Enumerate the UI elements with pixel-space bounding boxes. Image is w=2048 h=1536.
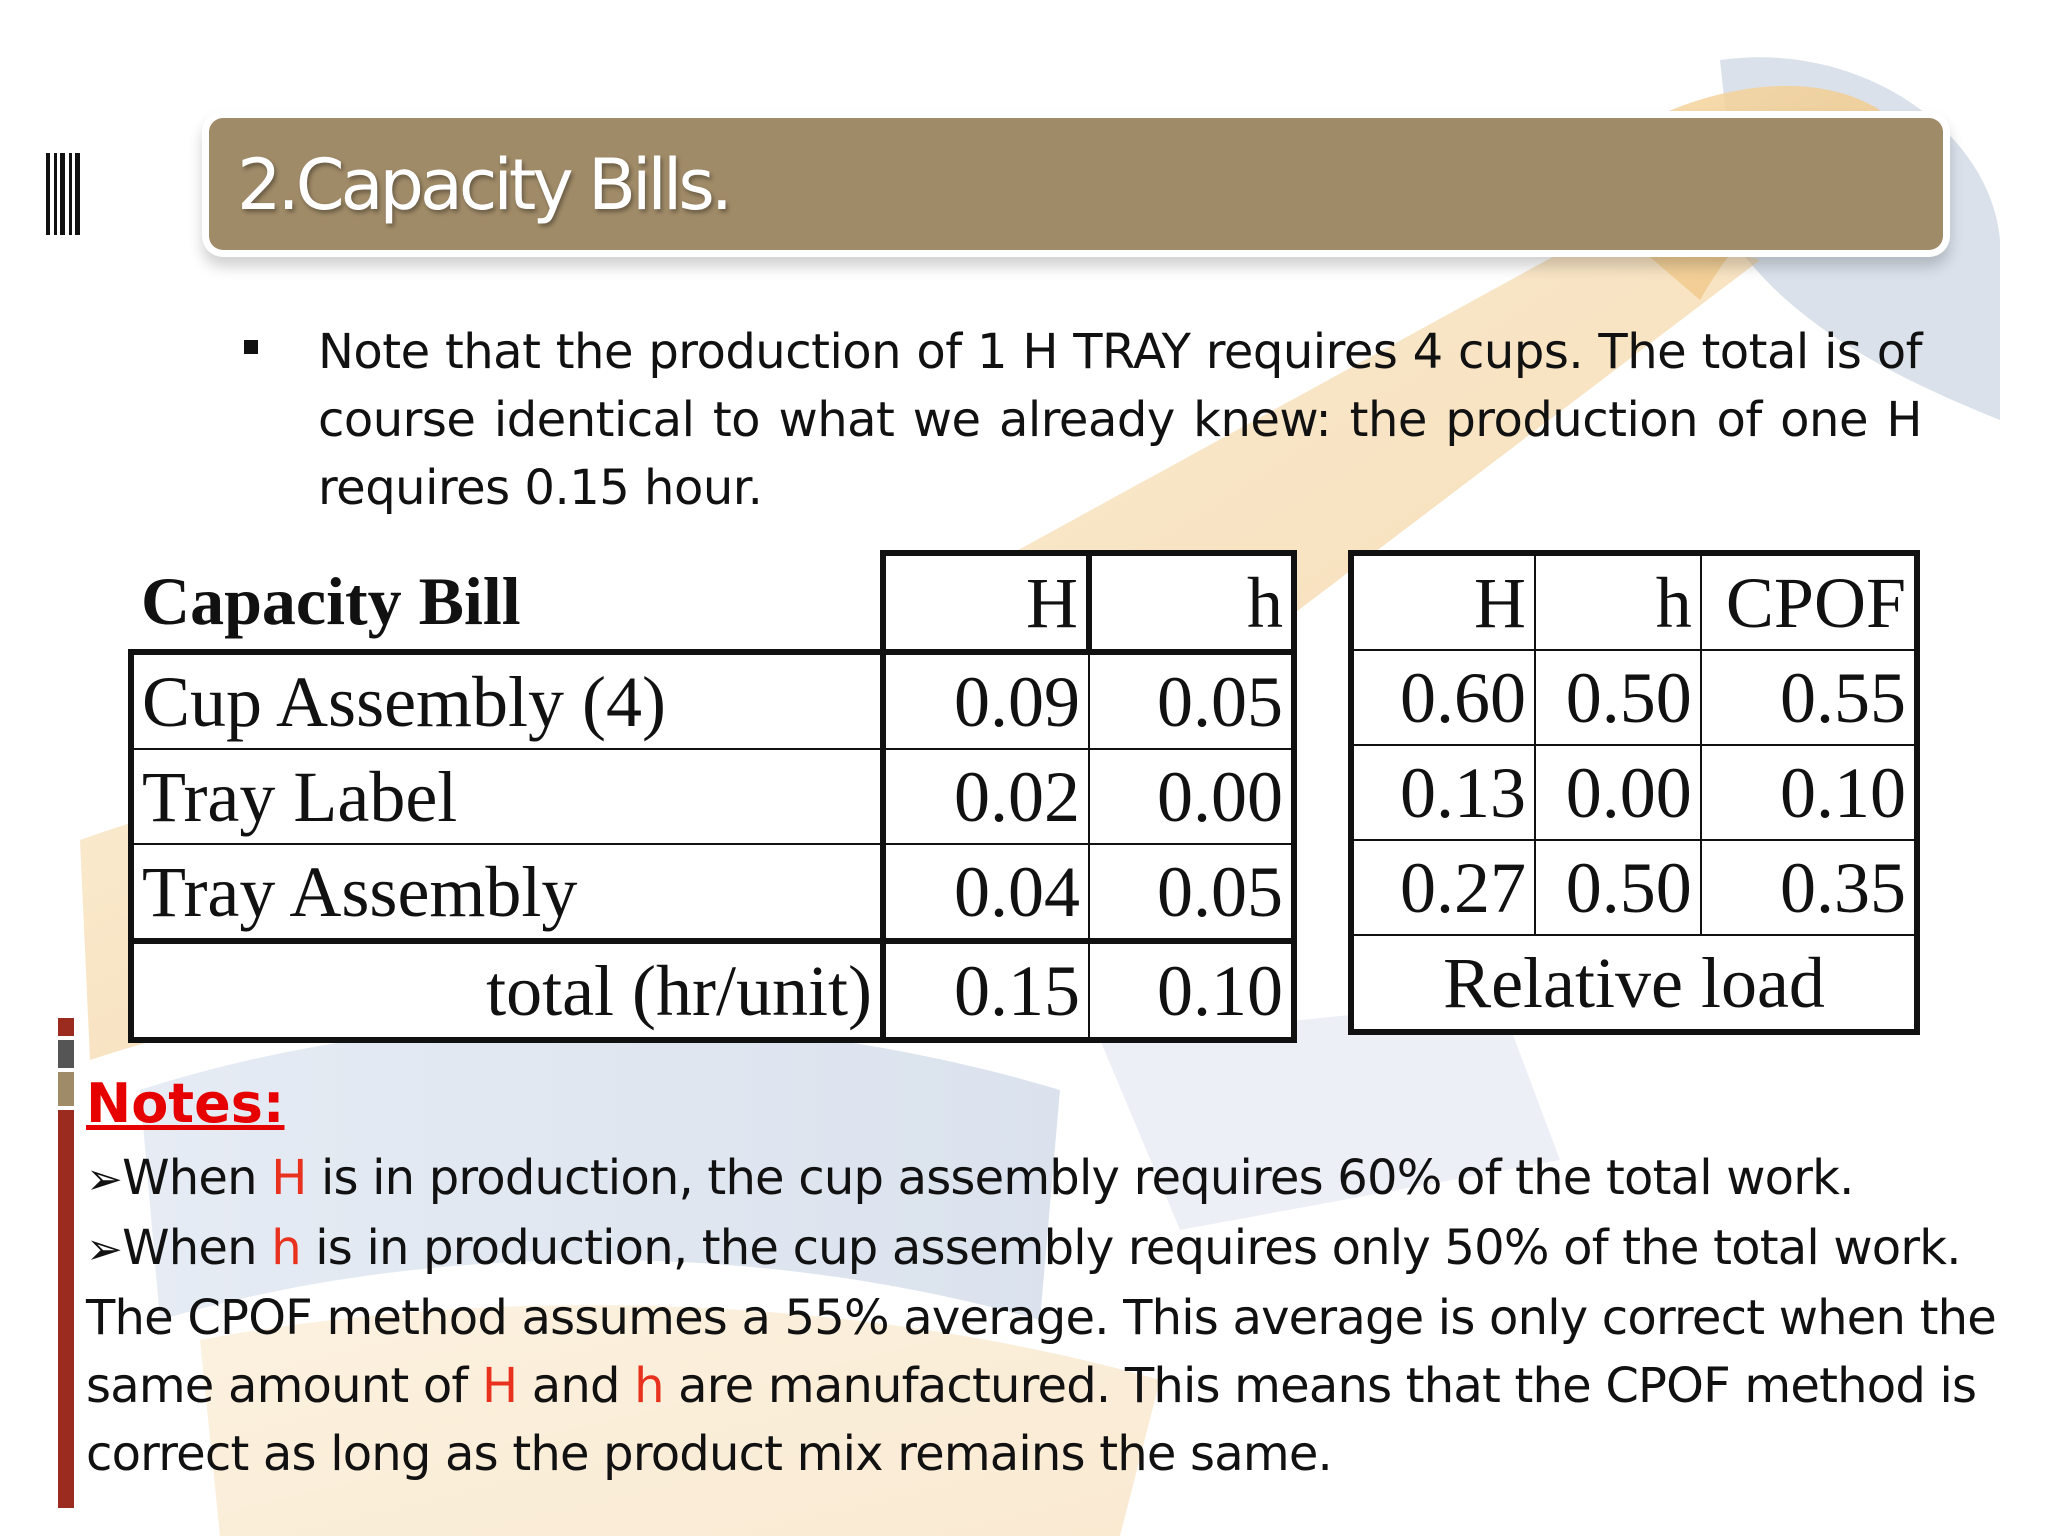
total-value: 0.10 bbox=[1089, 938, 1297, 1043]
table-row: 0.13 0.00 0.10 bbox=[1351, 745, 1917, 841]
cell-value: 0.02 bbox=[880, 749, 1090, 845]
cell-value: 0.50 bbox=[1534, 840, 1702, 936]
table-row: Tray Assembly 0.04 0.05 bbox=[128, 844, 1297, 941]
capacity-bill-table: Capacity Bill H h Cup Assembly (4) 0.09 … bbox=[128, 550, 1297, 1043]
notes-section: Notes: ➢When H is in production, the cup… bbox=[86, 1064, 2006, 1488]
table-row: 0.27 0.50 0.35 bbox=[1351, 840, 1917, 936]
cell-value: 0.50 bbox=[1534, 650, 1702, 746]
cell-value: 0.35 bbox=[1700, 840, 1917, 936]
total-label: total (hr/unit) bbox=[128, 938, 886, 1043]
cell-value: 0.13 bbox=[1351, 745, 1536, 841]
capacity-bill-title: Capacity Bill bbox=[141, 563, 521, 639]
notes-title: Notes: bbox=[86, 1072, 285, 1135]
row-label: Tray Assembly bbox=[128, 844, 883, 941]
cell-value: 0.10 bbox=[1700, 745, 1917, 841]
cell-value: 0.60 bbox=[1351, 650, 1536, 746]
row-label: Tray Label bbox=[128, 749, 883, 845]
cell-value: 0.55 bbox=[1700, 650, 1917, 746]
arrow-bullet-icon: ➢ bbox=[86, 1154, 123, 1205]
arrow-bullet-icon: ➢ bbox=[86, 1224, 123, 1275]
slide-title: 2.Capacity Bills. bbox=[237, 144, 733, 226]
note-line-4: same amount of H and h are manufactured.… bbox=[86, 1358, 1977, 1414]
header-H: H bbox=[1351, 553, 1536, 651]
cell-value: 0.05 bbox=[1089, 649, 1297, 750]
header-h: h bbox=[1086, 550, 1297, 655]
total-row: total (hr/unit) 0.15 0.10 bbox=[128, 938, 1297, 1043]
left-accent-bar bbox=[58, 1018, 74, 1508]
cell-value: 0.05 bbox=[1089, 844, 1297, 941]
relative-load-label: Relative load bbox=[1443, 942, 1825, 1023]
title-bar: 2.Capacity Bills. bbox=[209, 118, 1943, 250]
table-row: Cup Assembly (4) 0.09 0.05 bbox=[128, 649, 1297, 750]
cell-value: 0.04 bbox=[880, 844, 1090, 941]
decorative-bars-icon bbox=[46, 153, 80, 235]
cell-value: 0.27 bbox=[1351, 840, 1536, 936]
note-line-2: ➢When h is in production, the cup assemb… bbox=[86, 1220, 1962, 1276]
note-line-5: correct as long as the product mix remai… bbox=[86, 1426, 1333, 1482]
relative-load-table: H h CPOF 0.60 0.50 0.55 0.13 0.00 0.10 0… bbox=[1348, 550, 1920, 1035]
row-label: Cup Assembly (4) bbox=[128, 649, 883, 750]
header-h: h bbox=[1534, 553, 1702, 651]
note-line-1: ➢When H is in production, the cup assemb… bbox=[86, 1150, 1854, 1206]
bullet-text: Note that the production of 1 H TRAY req… bbox=[318, 324, 1923, 516]
cell-value: 0.00 bbox=[1089, 749, 1297, 845]
header-cpof: CPOF bbox=[1700, 553, 1917, 651]
cell-value: 0.00 bbox=[1534, 745, 1702, 841]
total-value: 0.15 bbox=[880, 938, 1090, 1043]
cell-value: 0.09 bbox=[880, 649, 1090, 750]
square-bullet-icon bbox=[244, 340, 258, 354]
header-H: H bbox=[880, 550, 1092, 655]
table-row: 0.60 0.50 0.55 bbox=[1351, 650, 1917, 746]
note-line-3: The CPOF method assumes a 55% average. T… bbox=[86, 1290, 1997, 1346]
table-row: Tray Label 0.02 0.00 bbox=[128, 749, 1297, 845]
